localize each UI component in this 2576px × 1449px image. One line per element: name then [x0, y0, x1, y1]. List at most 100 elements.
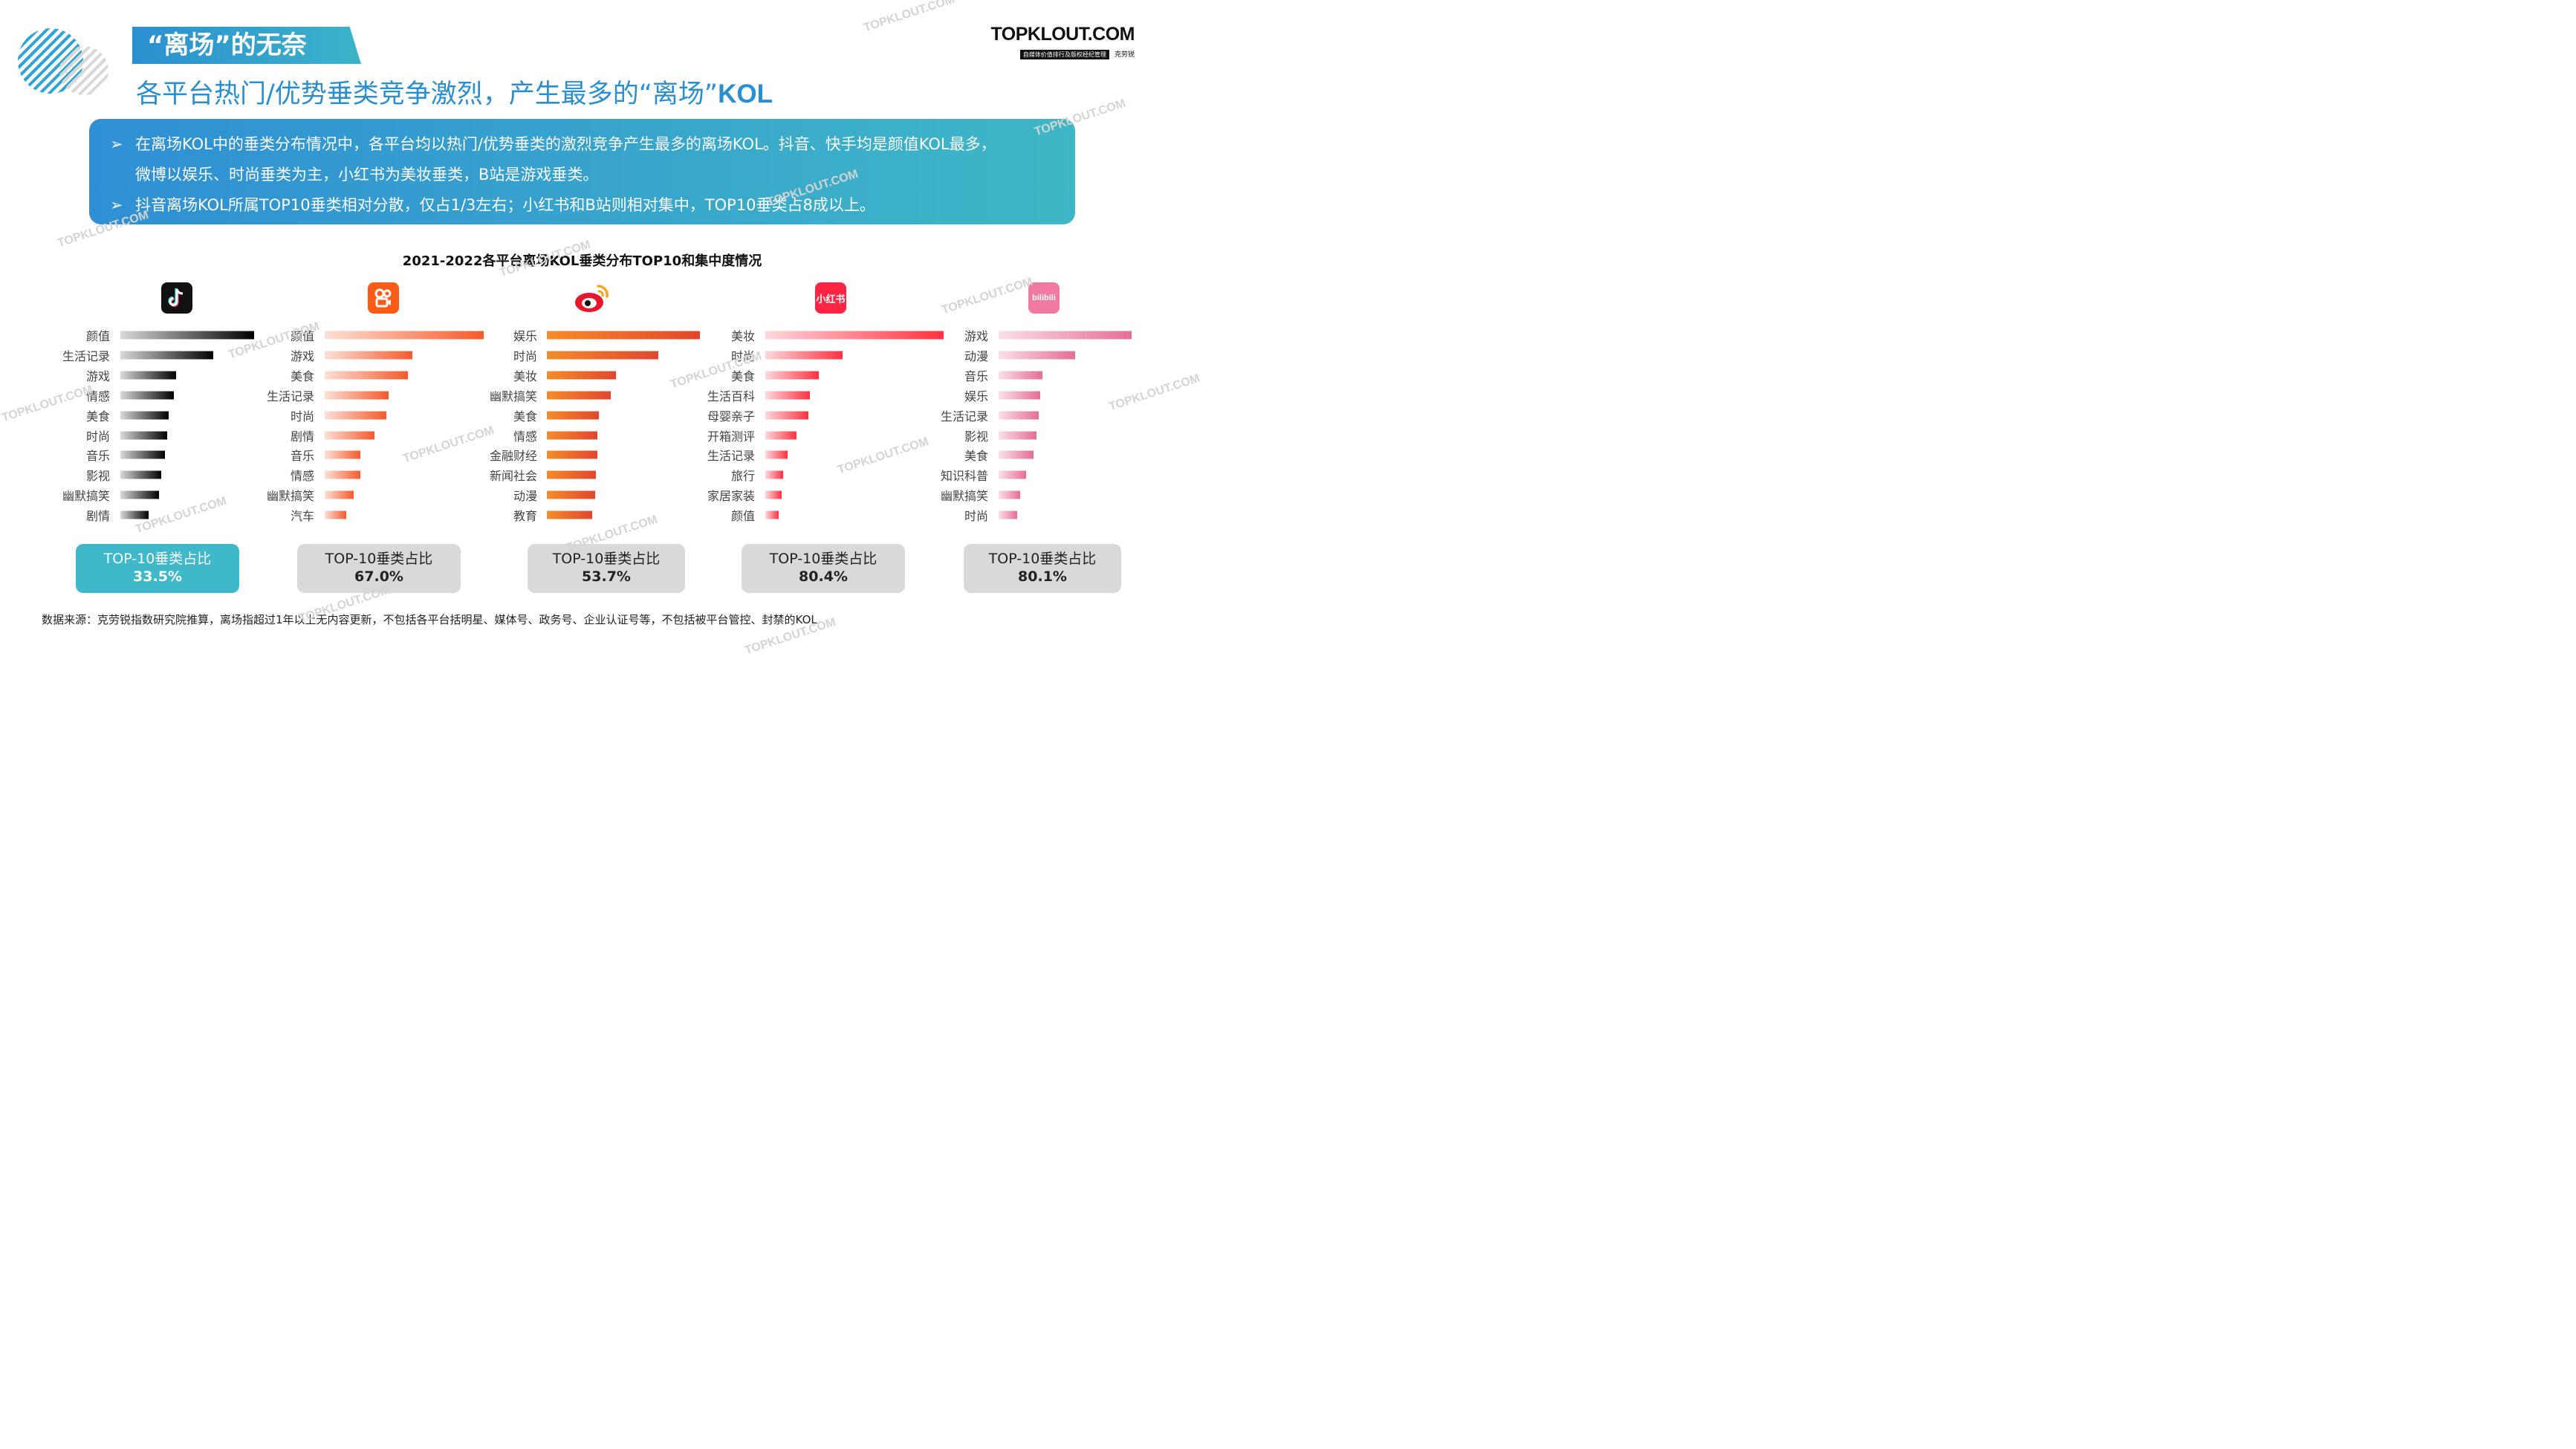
section-title: “离场”的无奈 — [147, 30, 307, 60]
category-label: 音乐 — [85, 449, 110, 464]
bar-1 — [765, 331, 944, 340]
bar-7 — [999, 450, 1034, 459]
bar-8 — [325, 470, 361, 479]
category-label: 娱乐 — [513, 329, 537, 343]
category-label: 剧情 — [290, 429, 314, 444]
bar-1 — [325, 331, 484, 340]
summary-bullet-2-text: 抖音离场KOL所属TOP10垂类相对分散，仅占1/3左右；小红书和B站则相对集中… — [135, 196, 875, 214]
bar-1 — [999, 331, 1132, 340]
bar-4 — [765, 391, 810, 400]
bar-1 — [120, 331, 254, 340]
summary-bullet-1: ➢ 在离场KOL中的垂类分布情况中，各平台均以热门/优势垂类的激烈竞争产生最多的离… — [110, 129, 1054, 160]
bar-8 — [120, 470, 161, 479]
weibo-icon — [572, 282, 614, 314]
watermark: TOPKLOUT.COM — [401, 424, 496, 466]
category-label: 剧情 — [85, 509, 110, 524]
bar-6 — [999, 431, 1037, 439]
category-label: 游戏 — [964, 329, 988, 343]
data-source-footnote: 数据来源：克劳锐指数研究院推算，离场指超过1年以上无内容更新，不包括各平台括明星… — [42, 613, 817, 626]
bar-7 — [765, 450, 788, 459]
brand-logo: TOPKLOUT.COM 自媒体价值排行及版权经纪管理 克劳锐 — [990, 24, 1135, 59]
bar-2 — [999, 351, 1075, 360]
douyin-icon — [161, 282, 192, 314]
decorative-stripe-circle-grey — [59, 46, 108, 95]
bar-9 — [325, 490, 354, 499]
watermark: TOPKLOUT.COM — [836, 435, 931, 477]
bar-5 — [999, 411, 1039, 420]
category-label: 时尚 — [730, 349, 755, 363]
category-label: 美食 — [964, 449, 988, 464]
brand-name: TOPKLOUT.COM — [990, 24, 1135, 45]
xiaohongshu-logo-text: 小红书 — [816, 294, 846, 305]
category-label: 游戏 — [85, 369, 110, 383]
bar-7 — [120, 450, 165, 459]
bar-10 — [325, 510, 346, 519]
category-label: 时尚 — [85, 429, 110, 444]
category-label: 美妆 — [730, 329, 755, 343]
top10-share-value: 80.4% — [799, 568, 848, 585]
category-label: 时尚 — [290, 409, 314, 424]
bar-5 — [547, 411, 599, 420]
bar-5 — [325, 411, 387, 420]
top10-share-box: TOP-10垂类占比 67.0% — [297, 544, 461, 593]
category-label: 金融财经 — [489, 449, 537, 464]
watermark: TOPKLOUT.COM — [0, 383, 95, 425]
kuaishou-icon — [368, 282, 399, 314]
bar-8 — [765, 470, 783, 479]
category-label: 美食 — [730, 369, 755, 383]
category-label: 颜值 — [85, 329, 110, 343]
bar-10 — [547, 510, 592, 519]
category-label: 情感 — [513, 429, 537, 444]
top10-share-label: TOP-10垂类占比 — [103, 551, 212, 567]
category-label: 娱乐 — [964, 389, 988, 403]
top10-share-value: 33.5% — [133, 568, 182, 585]
category-label: 幽默搞笑 — [62, 489, 110, 504]
category-label: 颜值 — [730, 509, 755, 524]
bar-8 — [547, 470, 596, 479]
top10-share-label: TOP-10垂类占比 — [325, 551, 433, 567]
bar-6 — [120, 431, 167, 439]
arrow-bullet-icon: ➢ — [110, 196, 123, 214]
bar-2 — [325, 351, 412, 360]
subtitle-kol: KOL — [718, 80, 773, 108]
top10-share-box: TOP-10垂类占比 80.1% — [964, 544, 1121, 593]
bilibili-logo-text: bilibili — [1032, 294, 1056, 302]
category-label: 幽默搞笑 — [489, 389, 537, 403]
watermark: TOPKLOUT.COM — [862, 0, 957, 35]
summary-bullet-2: ➢ 抖音离场KOL所属TOP10垂类相对分散，仅占1/3左右；小红书和B站则相对集… — [110, 190, 1054, 221]
top10-share-value: 53.7% — [582, 568, 631, 585]
top10-share-box: TOP-10垂类占比 33.5% — [76, 544, 239, 593]
top10-share-label: TOP-10垂类占比 — [552, 551, 661, 567]
summary-bullet-1-text-b: 微博以娱乐、时尚垂类为主，小红书为美妆垂类，B站是游戏垂类。 — [135, 166, 599, 184]
category-label: 生活记录 — [707, 449, 755, 464]
top10-share-box: TOP-10垂类占比 80.4% — [742, 544, 905, 593]
section-title-tab: “离场”的无奈 — [132, 27, 361, 64]
bar-7 — [325, 450, 361, 459]
category-label: 生活记录 — [940, 409, 988, 424]
top10-share-value: 67.0% — [354, 568, 403, 585]
bar-3 — [999, 371, 1042, 380]
watermark: TOPKLOUT.COM — [1033, 97, 1128, 139]
watermark: TOPKLOUT.COM — [1107, 372, 1202, 414]
bar-6 — [547, 431, 597, 439]
category-label: 开箱测评 — [707, 429, 755, 444]
bar-3 — [325, 371, 409, 380]
category-label: 家居家装 — [707, 489, 755, 504]
bar-3 — [765, 371, 819, 380]
category-label: 美食 — [513, 409, 537, 424]
bar-9 — [547, 490, 595, 499]
category-label: 情感 — [290, 469, 314, 484]
category-label: 时尚 — [964, 509, 988, 524]
category-label: 美妆 — [513, 369, 537, 383]
subtitle-text: 各平台热门/优势垂类竞争激烈，产生最多的“离场” — [136, 80, 718, 109]
bar-9 — [999, 490, 1021, 499]
bar-9 — [765, 490, 782, 499]
category-label: 新闻社会 — [489, 469, 537, 484]
summary-bullet-1-continued: 微博以娱乐、时尚垂类为主，小红书为美妆垂类，B站是游戏垂类。 — [110, 160, 1054, 190]
bar-2 — [120, 351, 213, 360]
category-label: 颜值 — [290, 329, 314, 343]
category-label: 音乐 — [290, 449, 314, 464]
bar-4 — [547, 391, 611, 400]
bar-9 — [120, 490, 159, 499]
chart-title: 2021-2022各平台离场KOL垂类分布TOP10和集中度情况 — [402, 253, 762, 269]
